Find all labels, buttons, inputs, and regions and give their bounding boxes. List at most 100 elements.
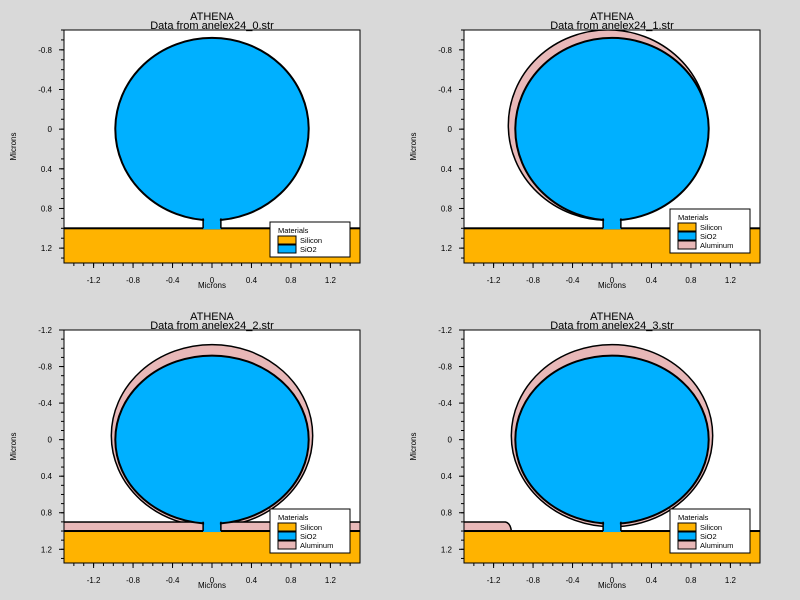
legend-title: Materials xyxy=(278,226,309,235)
chart-title: ATHENA xyxy=(590,11,634,23)
y-tick-label: 1.2 xyxy=(41,244,53,253)
x-tick-label: 0.8 xyxy=(285,276,297,285)
x-tick-label: 0.8 xyxy=(285,576,297,585)
legend-item-sio2: SiO2 xyxy=(700,232,717,241)
x-axis-label: Microns xyxy=(598,281,626,290)
legend-item-silicon: Silicon xyxy=(300,523,322,532)
y-axis-label: Microns xyxy=(9,132,18,160)
x-tick-label: -0.8 xyxy=(526,276,540,285)
legend-item-sio2: SiO2 xyxy=(300,245,317,254)
y-tick-label: -0.8 xyxy=(38,363,52,372)
y-tick-label: 0.4 xyxy=(441,472,453,481)
y-tick-label: -1.2 xyxy=(38,326,52,335)
x-tick-label: 0.4 xyxy=(246,576,258,585)
legend-item-sio2: SiO2 xyxy=(300,532,317,541)
legend-item-silicon: Silicon xyxy=(700,523,722,532)
sio2-ball xyxy=(514,36,710,222)
x-tick-label: 0.4 xyxy=(246,276,258,285)
legend-item-aluminum: Aluminum xyxy=(300,541,333,550)
x-tick-label: -0.4 xyxy=(566,276,580,285)
chart-title: ATHENA xyxy=(190,11,234,23)
legend-item-aluminum: Aluminum xyxy=(700,541,733,550)
y-tick-label: 0.4 xyxy=(441,165,453,174)
y-tick-label: 1.2 xyxy=(441,244,453,253)
legend-swatch-aluminum xyxy=(677,540,697,550)
y-axis-label: Microns xyxy=(409,132,418,160)
legend-swatch-silicon xyxy=(277,235,297,245)
legend-swatch-aluminum xyxy=(677,240,697,250)
legend-swatch-silicon xyxy=(277,522,297,532)
y-tick-label: 0.8 xyxy=(41,204,53,213)
sio2-neck xyxy=(204,520,220,532)
y-tick-label: -1.2 xyxy=(438,326,452,335)
x-tick-label: -1.2 xyxy=(87,576,101,585)
x-tick-label: 1.2 xyxy=(325,576,337,585)
y-tick-label: -0.4 xyxy=(438,85,452,94)
x-tick-label: 0 xyxy=(610,276,615,285)
y-tick-label: 0 xyxy=(448,436,453,445)
legend-swatch-sio2 xyxy=(677,531,697,541)
legend-swatch-sio2 xyxy=(277,531,297,541)
y-tick-label: 0.4 xyxy=(41,165,53,174)
x-tick-label: 0 xyxy=(210,576,215,585)
legend-swatch-sio2 xyxy=(677,231,697,241)
x-tick-label: 0.4 xyxy=(646,276,658,285)
sio2-neck xyxy=(604,520,620,532)
x-tick-label: -0.4 xyxy=(166,576,180,585)
chart-subtitle: Data from anelex24_3.str xyxy=(550,320,674,332)
y-tick-label: 0.4 xyxy=(41,472,53,481)
sio2-neck xyxy=(204,217,220,229)
x-tick-label: 0.8 xyxy=(685,276,697,285)
x-tick-label: -1.2 xyxy=(487,576,501,585)
y-tick-label: 1.2 xyxy=(441,545,453,554)
aluminum-pad xyxy=(464,521,513,532)
x-tick-label: -1.2 xyxy=(87,276,101,285)
y-tick-label: -0.4 xyxy=(38,85,52,94)
chart-subtitle: Data from anelex24_1.str xyxy=(550,20,674,32)
y-tick-label: 1.2 xyxy=(41,545,53,554)
y-axis-label: Microns xyxy=(409,432,418,460)
y-tick-label: 0.8 xyxy=(441,204,453,213)
legend-swatch-silicon xyxy=(677,522,697,532)
y-tick-label: 0 xyxy=(48,436,53,445)
chart-title: ATHENA xyxy=(190,311,234,323)
x-tick-label: -0.8 xyxy=(126,576,140,585)
x-tick-label: -1.2 xyxy=(487,276,501,285)
x-axis-label: Microns xyxy=(198,581,226,590)
x-tick-label: -0.4 xyxy=(166,276,180,285)
chart-subtitle: Data from anelex24_2.str xyxy=(150,320,274,332)
x-tick-label: 1.2 xyxy=(725,576,737,585)
legend-item-silicon: Silicon xyxy=(300,236,322,245)
x-axis-label: Microns xyxy=(198,281,226,290)
x-tick-label: -0.8 xyxy=(126,276,140,285)
y-tick-label: -0.8 xyxy=(38,46,52,55)
legend-item-sio2: SiO2 xyxy=(700,532,717,541)
y-tick-label: -0.8 xyxy=(438,363,452,372)
x-tick-label: 0.4 xyxy=(646,576,658,585)
y-tick-label: 0.8 xyxy=(41,509,53,518)
x-tick-label: 0.8 xyxy=(685,576,697,585)
x-axis-label: Microns xyxy=(598,581,626,590)
legend-title: Materials xyxy=(278,513,309,522)
y-tick-label: -0.4 xyxy=(38,399,52,408)
legend-item-silicon: Silicon xyxy=(700,223,722,232)
sio2-neck xyxy=(604,217,620,229)
legend-swatch-silicon xyxy=(677,222,697,232)
legend-title: Materials xyxy=(678,213,709,222)
sio2-ball xyxy=(114,354,310,525)
x-tick-label: 1.2 xyxy=(725,276,737,285)
legend-title: Materials xyxy=(678,513,709,522)
y-tick-label: -0.8 xyxy=(438,46,452,55)
sio2-ball xyxy=(114,36,310,222)
y-tick-label: 0.8 xyxy=(441,509,453,518)
y-axis-label: Microns xyxy=(9,432,18,460)
x-tick-label: 0 xyxy=(610,576,615,585)
